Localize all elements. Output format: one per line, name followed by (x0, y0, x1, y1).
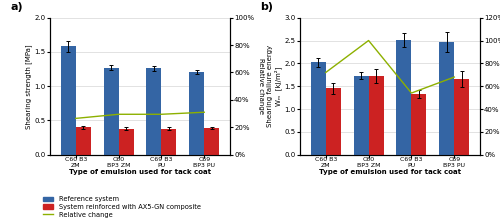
Bar (118, 129, 134, 155)
Bar (396, 40, 411, 155)
Bar (412, 94, 426, 155)
Text: a): a) (10, 2, 23, 12)
Bar (60, 46, 76, 155)
Bar (146, 68, 162, 155)
Bar (440, 42, 454, 155)
Bar (162, 129, 176, 155)
Bar (204, 128, 220, 155)
X-axis label: Type of emulsion used for tack coat: Type of emulsion used for tack coat (319, 169, 461, 175)
Y-axis label: Shearing failure energy
Wₘ  [kJ/m²]: Shearing failure energy Wₘ [kJ/m²] (267, 45, 282, 127)
Bar (104, 68, 118, 155)
Bar (368, 76, 384, 155)
Y-axis label: Shearing strength [MPa]: Shearing strength [MPa] (25, 44, 32, 128)
Bar (310, 63, 326, 155)
Bar (190, 72, 204, 155)
Bar (354, 76, 368, 155)
Y-axis label: Relative change: Relative change (258, 58, 264, 114)
Bar (326, 88, 340, 155)
Bar (454, 79, 469, 155)
Bar (76, 127, 90, 155)
X-axis label: Type of emulsion used for tack coat: Type of emulsion used for tack coat (69, 169, 211, 175)
Text: b): b) (260, 2, 274, 12)
Legend: Reference system, System reinforced with AX5-GN composite, Relative change: Reference system, System reinforced with… (44, 196, 201, 218)
